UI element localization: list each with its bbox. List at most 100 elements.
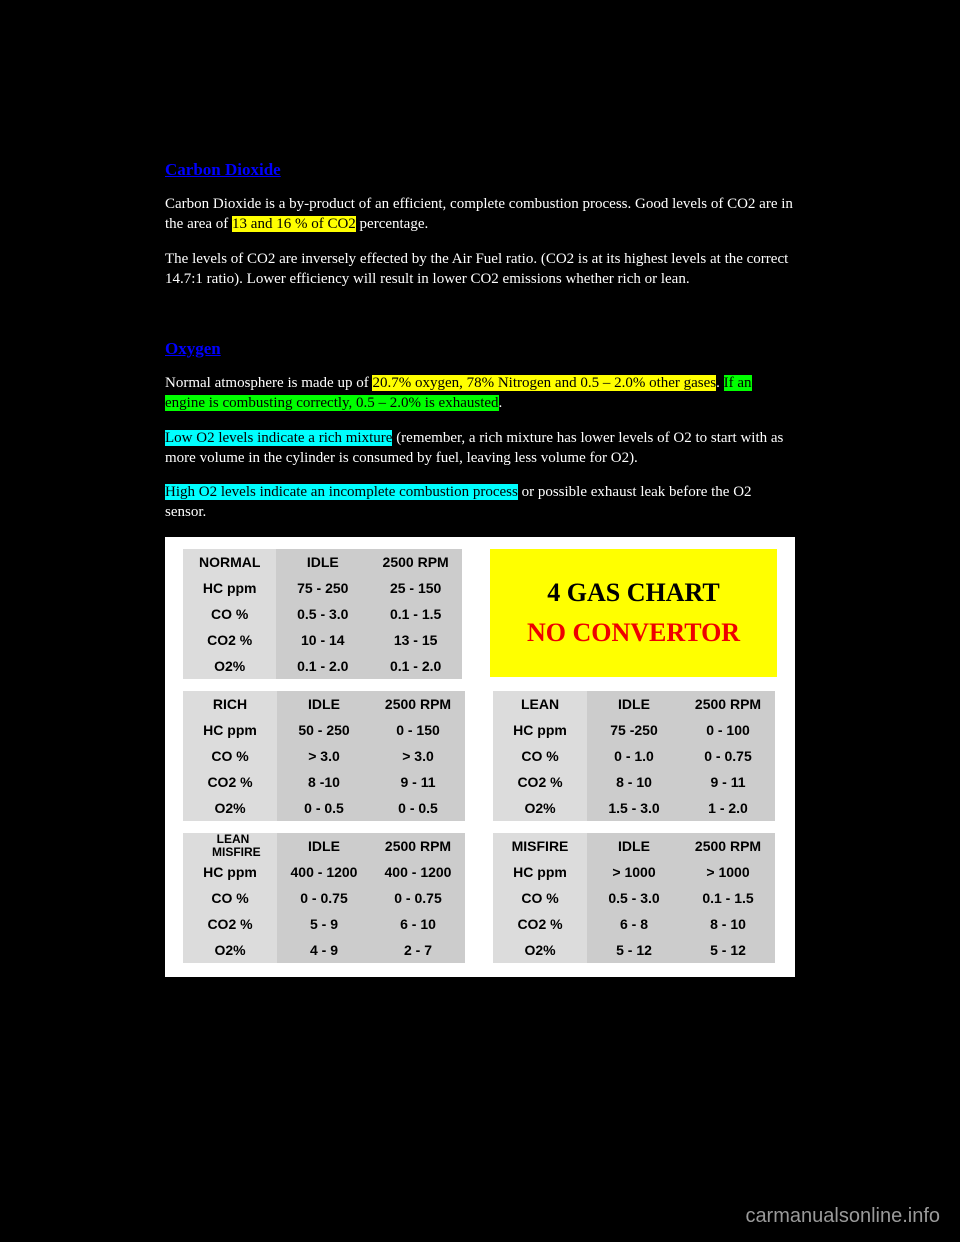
row-label: CO2 % bbox=[183, 911, 277, 937]
hdr-2500: 2500 RPM bbox=[371, 691, 465, 717]
o2-paragraph-1: Normal atmosphere is made up of 20.7% ox… bbox=[165, 373, 795, 414]
row-label: O2% bbox=[183, 653, 276, 679]
row-label: HC ppm bbox=[493, 859, 587, 885]
cell: 50 - 250 bbox=[277, 717, 371, 743]
hdr-idle: IDLE bbox=[276, 549, 369, 575]
table-misfire: MISFIRE IDLE 2500 RPM HC ppm> 1000> 1000… bbox=[493, 833, 775, 963]
cell: 0 - 100 bbox=[681, 717, 775, 743]
hdr-2500: 2500 RPM bbox=[681, 691, 775, 717]
cell: > 3.0 bbox=[277, 743, 371, 769]
table-lean: LEAN IDLE 2500 RPM HC ppm75 -2500 - 100 … bbox=[493, 691, 775, 821]
cell: 5 - 12 bbox=[587, 937, 681, 963]
cell: 1.5 - 3.0 bbox=[587, 795, 681, 821]
cell: > 1000 bbox=[681, 859, 775, 885]
cell: > 3.0 bbox=[371, 743, 465, 769]
cell: 0 - 1.0 bbox=[587, 743, 681, 769]
row-label: CO2 % bbox=[183, 769, 277, 795]
gas-chart-container: NORMAL IDLE 2500 RPM HC ppm75 - 25025 - … bbox=[165, 537, 795, 977]
row-label: HC ppm bbox=[183, 575, 276, 601]
cell: 5 - 9 bbox=[277, 911, 371, 937]
cond-normal: NORMAL bbox=[183, 549, 276, 575]
chart-title-banner: 4 GAS CHART NO CONVERTOR bbox=[490, 549, 777, 677]
cell: 400 - 1200 bbox=[277, 859, 371, 885]
cell: 0.1 - 2.0 bbox=[276, 653, 369, 679]
banner-line2: NO CONVERTOR bbox=[527, 618, 740, 648]
row-label: O2% bbox=[183, 937, 277, 963]
cell: 75 -250 bbox=[587, 717, 681, 743]
cell: 0 - 0.75 bbox=[681, 743, 775, 769]
cell: 9 - 11 bbox=[681, 769, 775, 795]
hdr-2500: 2500 RPM bbox=[371, 833, 465, 859]
co2-paragraph-2: The levels of CO2 are inversely effected… bbox=[165, 249, 795, 290]
cell: 13 - 15 bbox=[369, 627, 462, 653]
cond-misfire: MISFIRE bbox=[493, 833, 587, 859]
table-rich: RICH IDLE 2500 RPM HC ppm50 - 2500 - 150… bbox=[183, 691, 465, 821]
row-label: CO % bbox=[493, 885, 587, 911]
row-label: CO % bbox=[493, 743, 587, 769]
cell: 25 - 150 bbox=[369, 575, 462, 601]
row-label: HC ppm bbox=[183, 717, 277, 743]
co2-paragraph-1: Carbon Dioxide is a by-product of an eff… bbox=[165, 194, 795, 235]
row-label: HC ppm bbox=[493, 717, 587, 743]
cell: 8 -10 bbox=[277, 769, 371, 795]
cell: 8 - 10 bbox=[681, 911, 775, 937]
row-label: O2% bbox=[183, 795, 277, 821]
co2-p1-highlight: 13 and 16 % of CO2 bbox=[232, 216, 356, 232]
row-label: O2% bbox=[493, 795, 587, 821]
o2-p1-hl1: 20.7% oxygen, 78% Nitrogen and 0.5 – 2.0… bbox=[372, 375, 716, 391]
row-label: HC ppm bbox=[183, 859, 277, 885]
hdr-idle: IDLE bbox=[277, 691, 371, 717]
cell: 0 - 0.5 bbox=[277, 795, 371, 821]
cell: 0.5 - 3.0 bbox=[587, 885, 681, 911]
cell: 0.1 - 1.5 bbox=[681, 885, 775, 911]
hdr-idle: IDLE bbox=[587, 691, 681, 717]
cell: 6 - 10 bbox=[371, 911, 465, 937]
row-label: CO % bbox=[183, 885, 277, 911]
o2-p2-hl: Low O2 levels indicate a rich mixture bbox=[165, 430, 392, 446]
row-label: CO2 % bbox=[183, 627, 276, 653]
cell: 5 - 12 bbox=[681, 937, 775, 963]
cell: 9 - 11 bbox=[371, 769, 465, 795]
cell: 1 - 2.0 bbox=[681, 795, 775, 821]
cell: 0 - 150 bbox=[371, 717, 465, 743]
banner-line1: 4 GAS CHART bbox=[547, 578, 719, 608]
cell: 0 - 0.5 bbox=[371, 795, 465, 821]
o2-p1-c: . bbox=[499, 395, 503, 411]
cell: 0 - 0.75 bbox=[277, 885, 371, 911]
cell: 10 - 14 bbox=[276, 627, 369, 653]
o2-paragraph-2: Low O2 levels indicate a rich mixture (r… bbox=[165, 428, 795, 469]
hdr-2500: 2500 RPM bbox=[369, 549, 462, 575]
cell: 400 - 1200 bbox=[371, 859, 465, 885]
cell: 0 - 0.75 bbox=[371, 885, 465, 911]
table-lean-misfire: LEAN MISFIRE IDLE 2500 RPM HC ppm400 - 1… bbox=[183, 833, 465, 963]
hdr-idle: IDLE bbox=[587, 833, 681, 859]
cond-lean: LEAN bbox=[493, 691, 587, 717]
cell: 0.5 - 3.0 bbox=[276, 601, 369, 627]
o2-heading: Oxygen bbox=[165, 339, 795, 359]
watermark-text: carmanualsonline.info bbox=[745, 1205, 940, 1228]
row-label: CO % bbox=[183, 743, 277, 769]
o2-p3-hl: High O2 levels indicate an incomplete co… bbox=[165, 484, 518, 500]
co2-p1-b: percentage. bbox=[356, 216, 428, 232]
row-label: CO % bbox=[183, 601, 276, 627]
cond-rich: RICH bbox=[183, 691, 277, 717]
o2-p1-b: . bbox=[716, 375, 724, 391]
cell: > 1000 bbox=[587, 859, 681, 885]
co2-heading: Carbon Dioxide bbox=[165, 160, 795, 180]
row-label: CO2 % bbox=[493, 769, 587, 795]
cell: 0.1 - 2.0 bbox=[369, 653, 462, 679]
cond-lean-misfire: LEAN MISFIRE bbox=[183, 833, 277, 859]
row-label: O2% bbox=[493, 937, 587, 963]
cell: 0.1 - 1.5 bbox=[369, 601, 462, 627]
cell: 8 - 10 bbox=[587, 769, 681, 795]
cell: 4 - 9 bbox=[277, 937, 371, 963]
o2-p1-a: Normal atmosphere is made up of bbox=[165, 375, 372, 391]
cell: 2 - 7 bbox=[371, 937, 465, 963]
table-normal: NORMAL IDLE 2500 RPM HC ppm75 - 25025 - … bbox=[183, 549, 462, 679]
o2-paragraph-3: High O2 levels indicate an incomplete co… bbox=[165, 482, 795, 523]
cell: 75 - 250 bbox=[276, 575, 369, 601]
cell: 6 - 8 bbox=[587, 911, 681, 937]
row-label: CO2 % bbox=[493, 911, 587, 937]
hdr-idle: IDLE bbox=[277, 833, 371, 859]
hdr-2500: 2500 RPM bbox=[681, 833, 775, 859]
